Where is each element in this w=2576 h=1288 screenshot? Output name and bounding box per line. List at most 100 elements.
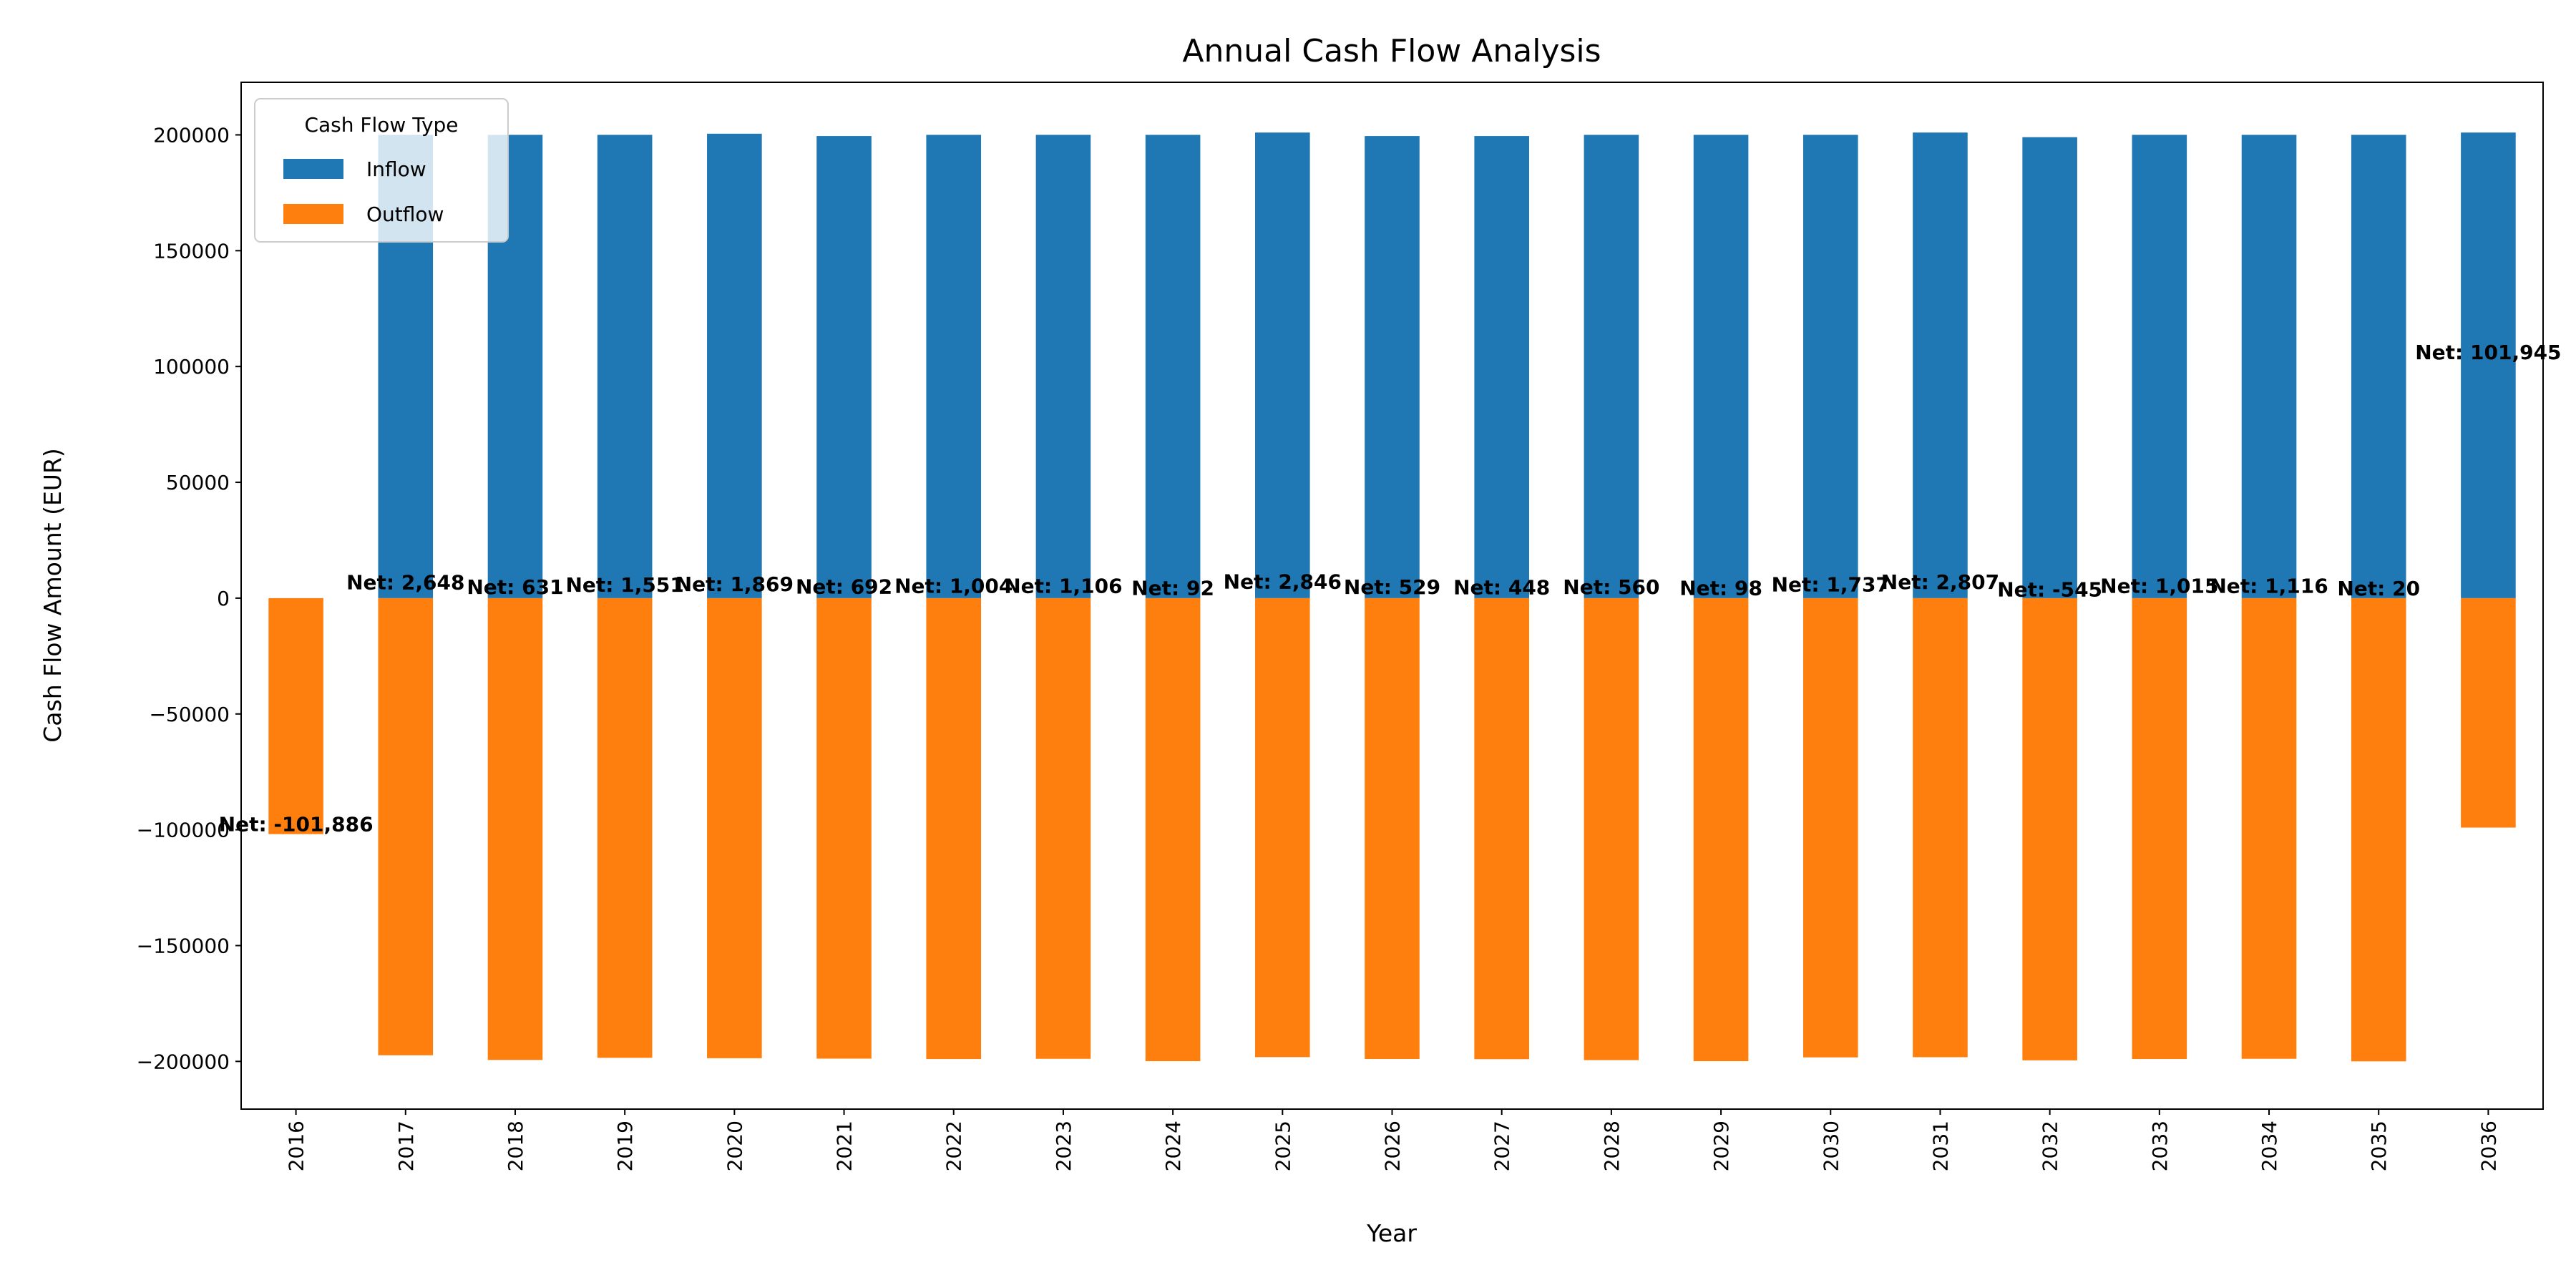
bar	[2461, 597, 2516, 828]
bar	[2241, 135, 2297, 598]
annotation: Net: 631	[467, 575, 563, 599]
bar	[1693, 597, 1749, 1061]
annotation: Net: 560	[1563, 575, 1659, 599]
annotation: Net: 1,737	[1772, 572, 1890, 596]
y-tick-label: 0	[217, 587, 230, 610]
bar	[2351, 597, 2406, 1062]
bar	[707, 597, 762, 1058]
legend-swatch	[283, 159, 343, 179]
x-tick-label: 2022	[942, 1121, 966, 1171]
bar	[707, 133, 762, 598]
legend-label: Inflow	[366, 157, 426, 181]
bar	[2132, 135, 2187, 598]
annotation: Net: 2,648	[346, 570, 464, 594]
x-tick-label: 2029	[1709, 1121, 1733, 1171]
bar	[1255, 597, 1310, 1058]
bar	[1693, 135, 1749, 598]
annotation: Net: 692	[796, 575, 892, 599]
y-tick-label: −50000	[149, 703, 230, 726]
x-tick-label: 2021	[833, 1121, 857, 1171]
annotation: Net: -101,886	[219, 813, 374, 836]
y-tick-label: 150000	[153, 239, 230, 263]
bar	[926, 597, 982, 1060]
x-axis-label: Year	[1366, 1219, 1417, 1247]
y-tick-label: 100000	[153, 355, 230, 379]
annotation: Net: -545	[1997, 578, 2102, 602]
x-tick-label: 2028	[1600, 1121, 1624, 1171]
x-tick-label: 2023	[1052, 1121, 1075, 1171]
bar	[597, 135, 653, 598]
annotation: Net: 1,106	[1004, 574, 1122, 597]
x-tick-label: 2035	[2367, 1121, 2391, 1171]
bar	[1474, 597, 1529, 1060]
y-tick-label: −150000	[137, 934, 230, 957]
y-tick-label: 200000	[153, 123, 230, 147]
bar	[2022, 597, 2077, 1060]
x-tick-label: 2033	[2148, 1121, 2172, 1171]
bar	[268, 597, 323, 834]
bar	[1802, 135, 1858, 598]
x-tick-label: 2020	[723, 1121, 746, 1171]
bar	[2132, 597, 2187, 1060]
x-tick-label: 2031	[1928, 1121, 1952, 1171]
annotation: Net: 529	[1344, 575, 1440, 599]
x-tick-label: 2034	[2258, 1121, 2281, 1171]
annotation: Net: 1,004	[894, 575, 1013, 598]
y-tick-label: 50000	[166, 471, 230, 494]
bar	[1913, 132, 1968, 598]
annotation: Net: 2,807	[1881, 570, 1999, 594]
annotation: Net: 448	[1453, 575, 1550, 599]
bar	[1365, 597, 1420, 1059]
bar	[1035, 597, 1091, 1059]
bar	[487, 597, 543, 1060]
annotation: Net: 20	[2337, 577, 2420, 600]
x-tick-label: 2027	[1491, 1121, 1514, 1171]
bar	[1584, 135, 1639, 598]
x-tick-label: 2024	[1161, 1121, 1185, 1171]
bar	[597, 597, 653, 1058]
x-tick-label: 2026	[1381, 1121, 1405, 1171]
bar	[2022, 137, 2077, 598]
bar	[1035, 135, 1091, 598]
y-tick-label: −100000	[137, 819, 230, 842]
legend: Cash Flow Type Inflow Outflow	[254, 98, 509, 243]
annotation: Net: 2,846	[1224, 570, 1342, 594]
bar	[2241, 597, 2297, 1059]
annotation: Net: 1,015	[2100, 575, 2218, 598]
x-tick-label: 2030	[1819, 1121, 1843, 1171]
legend-label: Outflow	[366, 203, 444, 226]
bar	[1802, 597, 1858, 1058]
chart-title: Annual Cash Flow Analysis	[1182, 33, 1601, 69]
x-tick-label: 2017	[394, 1121, 418, 1171]
annotation: Net: 101,945	[2415, 341, 2561, 364]
bar	[1255, 132, 1310, 598]
bar	[1145, 597, 1201, 1062]
annotation: Net: 92	[1131, 577, 1214, 600]
y-axis-label: Cash Flow Amount (EUR)	[39, 448, 67, 743]
annotation: Net: 1,116	[2210, 574, 2328, 597]
bar	[378, 597, 434, 1055]
bar	[1474, 136, 1529, 598]
annotation: Net: 1,869	[675, 572, 794, 596]
legend-title: Cash Flow Type	[304, 113, 458, 137]
annotation: Net: 1,551	[566, 573, 684, 597]
bar	[1913, 597, 1968, 1058]
x-tick-label: 2018	[504, 1121, 527, 1171]
bar	[2461, 132, 2516, 598]
legend-swatch	[283, 204, 343, 224]
bar	[816, 597, 872, 1059]
bar	[2351, 135, 2406, 598]
bar	[926, 135, 982, 598]
x-tick-label: 2025	[1271, 1121, 1294, 1171]
x-tick-label: 2016	[285, 1121, 308, 1171]
plot-frame	[240, 82, 2544, 1110]
bar	[1365, 136, 1420, 598]
x-tick-label: 2019	[613, 1121, 637, 1171]
y-tick-label: −200000	[137, 1050, 230, 1073]
x-tick-label: 2032	[2039, 1121, 2062, 1171]
bar	[1584, 597, 1639, 1060]
annotation: Net: 98	[1679, 577, 1762, 600]
bar	[1145, 135, 1201, 598]
bar	[816, 136, 872, 598]
